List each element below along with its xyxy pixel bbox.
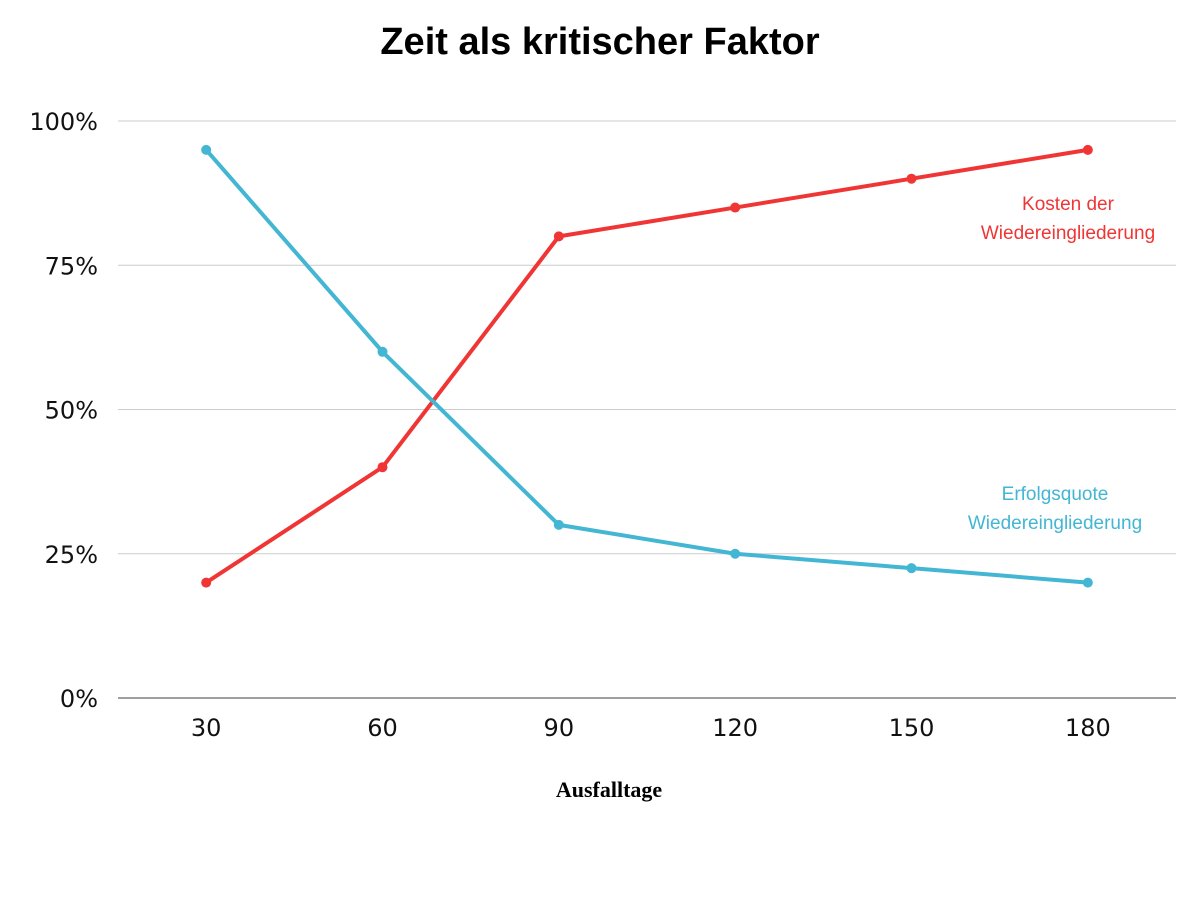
x-tick-label: 30 (191, 714, 222, 742)
x-tick-label: 120 (712, 714, 758, 742)
data-point (730, 548, 741, 559)
y-tick-label: 0% (60, 685, 98, 713)
chart-title: Zeit als kritischer Faktor (380, 21, 819, 63)
data-point (906, 173, 917, 184)
y-tick-label: 75% (45, 252, 98, 280)
y-tick-label: 25% (45, 541, 98, 569)
y-tick-label: 100% (29, 108, 98, 136)
data-point (1082, 144, 1093, 155)
data-point (377, 346, 388, 357)
series-line (204, 148, 1088, 585)
data-point (377, 462, 388, 473)
x-axis-title: Ausfalltage (556, 777, 663, 802)
series-label: Erfolgsquote Wiedereingliederung (967, 484, 1143, 534)
data-point (201, 577, 212, 588)
x-tick-label: 150 (889, 714, 935, 742)
data-point (730, 202, 741, 213)
x-tick-label: 90 (544, 714, 575, 742)
data-point (553, 231, 564, 242)
y-tick-label: 50% (45, 397, 98, 425)
data-point (906, 563, 917, 574)
data-point (553, 519, 564, 530)
x-tick-label: 180 (1065, 714, 1111, 742)
data-point (1082, 577, 1093, 588)
series-line (205, 147, 1089, 585)
series-label: Kosten der Wiedereingliederung (980, 194, 1156, 244)
x-tick-label: 60 (367, 714, 398, 742)
data-point (201, 144, 212, 155)
